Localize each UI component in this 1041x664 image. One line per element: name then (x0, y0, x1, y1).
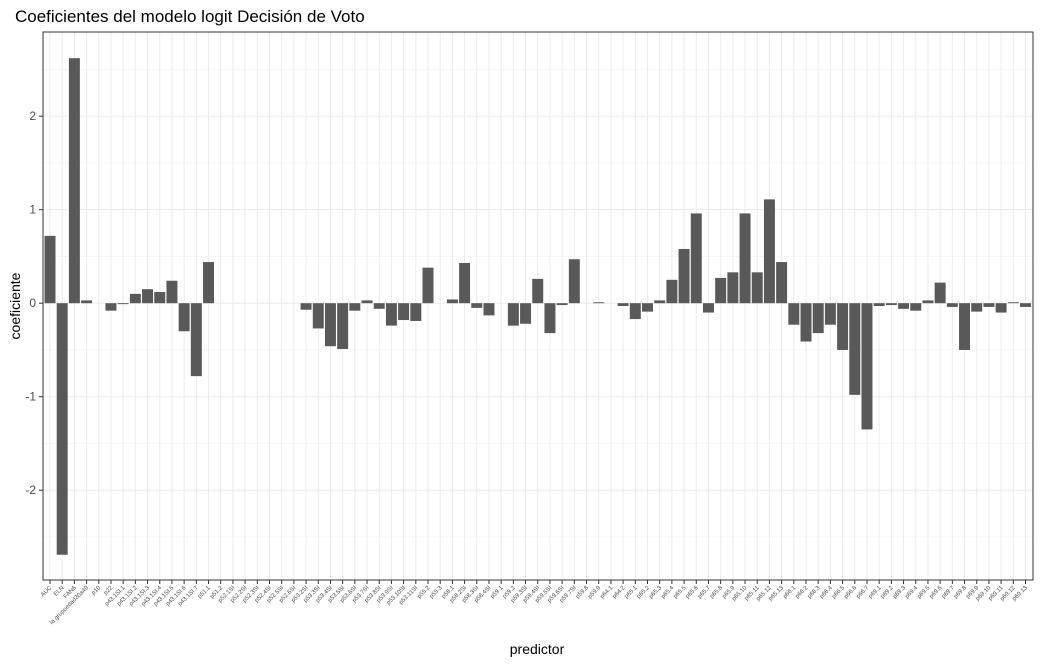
bar (971, 303, 983, 312)
bar (81, 300, 93, 304)
bar (203, 262, 215, 304)
bar (922, 300, 934, 304)
bar (800, 303, 812, 342)
x-tick-label: p22 (103, 585, 115, 597)
y-axis-label: coeficiente (7, 272, 23, 339)
bar (617, 303, 629, 306)
bar (824, 303, 836, 325)
chart-title: Coeficientes del modelo logit Decisión d… (15, 7, 365, 26)
bar (715, 277, 727, 304)
bar (959, 303, 971, 350)
bar (337, 303, 349, 350)
bar (44, 235, 56, 304)
bar (873, 303, 885, 306)
bar (507, 303, 519, 326)
bar (642, 303, 653, 312)
bar (751, 272, 763, 304)
bar (398, 303, 410, 321)
x-axis-label: predictor (510, 641, 565, 657)
bar (471, 303, 483, 308)
bar (190, 303, 202, 377)
bar (520, 303, 532, 324)
bar (898, 303, 910, 309)
bar (56, 303, 68, 555)
bar (568, 259, 580, 304)
bar (837, 303, 849, 350)
bar (166, 280, 178, 304)
bar (983, 303, 995, 307)
bar (361, 300, 373, 304)
x-tick-label: AUC (40, 585, 54, 599)
bar (910, 303, 922, 311)
bar (934, 282, 946, 304)
y-tick-label: 2 (29, 109, 36, 123)
bar (995, 303, 1007, 313)
bar (312, 303, 324, 329)
bar (373, 303, 385, 309)
bar (788, 303, 800, 325)
bar (946, 303, 958, 307)
bar (593, 302, 605, 304)
bar (410, 303, 422, 321)
bar (849, 303, 861, 395)
bar (702, 303, 714, 313)
bar (1020, 303, 1031, 307)
panel-border (42, 31, 1034, 581)
bar (544, 303, 556, 334)
y-tick-label: 1 (29, 203, 36, 217)
x-tick-label: p10 (91, 585, 103, 597)
bar (117, 303, 129, 305)
bar (385, 303, 397, 326)
bar (763, 199, 775, 304)
y-tick-label: -1 (25, 390, 36, 404)
bar (422, 267, 434, 304)
y-tick-label: -2 (25, 483, 36, 497)
bar (178, 303, 190, 332)
bar (105, 303, 117, 311)
bar (446, 299, 458, 304)
bar (154, 291, 166, 304)
bar (556, 303, 568, 306)
bar (654, 300, 666, 304)
bar (861, 303, 873, 430)
bar (776, 262, 788, 304)
bar (1007, 302, 1019, 304)
bar (142, 289, 154, 304)
bar (678, 248, 690, 304)
bar (812, 303, 824, 334)
y-tick-label: 0 (29, 296, 36, 310)
bar (666, 279, 678, 304)
bar (324, 303, 336, 347)
bar (68, 58, 80, 304)
bar (727, 272, 739, 304)
bar (300, 303, 312, 310)
bar (349, 303, 361, 311)
bar (129, 293, 141, 304)
bar (690, 213, 702, 304)
bar (532, 278, 544, 304)
bar (459, 262, 471, 304)
bar (629, 303, 641, 320)
bar (885, 303, 897, 306)
bar (739, 213, 751, 304)
bar (483, 303, 495, 316)
